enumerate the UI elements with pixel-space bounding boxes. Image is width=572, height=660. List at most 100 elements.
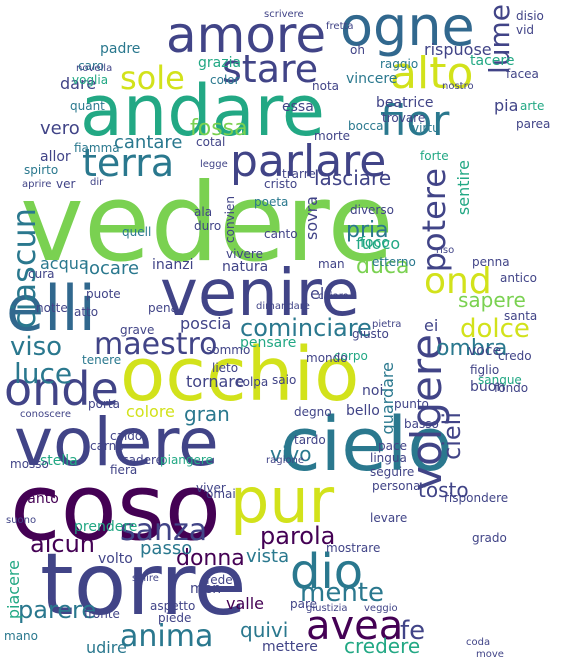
word-vivo: vivo [270, 442, 312, 466]
word-nostro: nostro [442, 81, 474, 92]
word-pena: pena [148, 301, 178, 315]
word-locare: locare [84, 258, 140, 279]
word-anima: anima [120, 619, 214, 654]
word-ragione: ragione [266, 455, 304, 466]
word-cura: cura [28, 267, 55, 281]
word-prendere: prendere [74, 519, 138, 535]
word-seguire: seguire [370, 465, 415, 479]
word-santo: santo [20, 491, 59, 507]
word-pia: pia [494, 96, 519, 115]
word-fe: fe [400, 616, 426, 646]
word-sanza: sanza [120, 513, 208, 548]
word-caro: caro [78, 59, 104, 73]
word-mente: mente [300, 578, 384, 608]
word-carne: carne [90, 439, 124, 453]
word-scrivere: scrivere [264, 9, 304, 20]
word-vero: vero [40, 118, 80, 139]
word-aprire: aprire [22, 179, 52, 190]
word-fede: fede [206, 573, 233, 587]
word-onde: onde [4, 362, 119, 416]
word-suono: suono [6, 515, 37, 526]
word-trarre: trarre [282, 167, 316, 181]
word-punto: punto [394, 397, 429, 411]
word-voglia: voglia [72, 73, 109, 87]
word-sapere: sapere [458, 288, 526, 312]
word-ei: ei [424, 316, 439, 335]
word-men: men [190, 581, 222, 597]
word-cadere: cadere [122, 453, 164, 467]
word-riso: riso [436, 245, 455, 256]
word-tosto: tosto [418, 478, 469, 502]
word-grave: grave [120, 323, 155, 337]
word-sentire: sentire [454, 160, 473, 216]
word-diverso: diverso [350, 203, 394, 217]
word-caldo: caldo [110, 429, 143, 443]
word-cotal: cotal [196, 135, 226, 149]
word-ond: ond [424, 261, 492, 302]
word-giusto: giusto [352, 327, 389, 341]
word-grazia: grazia [198, 55, 242, 71]
word-trovare: trovare [382, 111, 426, 125]
word-corpo: corpo [334, 349, 368, 363]
word-pace: pace [378, 439, 407, 453]
word-sovra: sovra [302, 196, 321, 240]
word-parere: parere [18, 596, 97, 624]
word-ala: ala [194, 205, 213, 219]
word-oh: oh [350, 43, 365, 57]
word-cielo: cielo [280, 402, 453, 488]
word-fior: fior [380, 96, 450, 145]
word-raggio: raggio [380, 57, 419, 71]
word-ombra: ombra [436, 336, 508, 361]
word-fuoco: fuoco [356, 234, 401, 253]
word-ogne: ogne [340, 0, 475, 58]
word-puote: puote [86, 287, 121, 301]
word-veggio: veggio [364, 603, 398, 614]
word-pria: pria [346, 218, 389, 243]
word-natura: natura [222, 259, 269, 275]
word-mosso: mosso [10, 457, 49, 471]
word-duro: duro [194, 219, 222, 233]
word-legge: legge [200, 159, 228, 170]
word-vedere: vedere [20, 161, 394, 286]
word-man: man [318, 257, 345, 271]
word-giustizia: giustizia [306, 603, 348, 614]
word-bello: bello [346, 403, 380, 419]
word-novella: novella [76, 63, 113, 74]
word-nota: nota [312, 79, 340, 93]
word-alcun: alcun [30, 530, 95, 558]
word-colpa: colpa [236, 375, 269, 389]
word-move: move [476, 649, 504, 660]
word-padre: padre [100, 41, 141, 57]
word-spirto: spirto [24, 163, 59, 177]
word-fossa: fossa [190, 116, 248, 141]
word-credere: credere [344, 634, 421, 658]
word-potere: potere [415, 168, 453, 273]
word-sole: sole [120, 59, 185, 97]
word-etterno: etterno [372, 255, 416, 269]
word-avea: avea [306, 603, 404, 649]
word-tardo: tardo [294, 433, 326, 447]
word-mano: mano [4, 629, 38, 643]
word-tacere: tacere [470, 53, 515, 69]
word-basso: basso [404, 417, 439, 431]
word-inanzi: inanzi [152, 257, 194, 273]
word-color: color [210, 73, 240, 87]
word-poeta: poeta [254, 195, 289, 209]
word-noi: noi [362, 383, 384, 399]
word-convien: convien [223, 196, 237, 243]
word-foco: foco [360, 235, 390, 251]
word-luce: luce [14, 357, 73, 390]
word-ver: ver [56, 177, 76, 191]
word-bocca: bocca [348, 119, 384, 133]
word-fiamma: fiamma [74, 141, 120, 155]
word-notte: notte [36, 301, 68, 315]
word-andare: andare [80, 70, 325, 152]
word-vincere: vincere [346, 71, 398, 87]
word-fiera: fiera [110, 463, 138, 477]
word-salire: salire [132, 573, 159, 584]
word-porta: porta [88, 397, 120, 411]
word-mostrare: mostrare [326, 541, 381, 555]
word-beatrice: beatrice [376, 95, 434, 111]
word-fretta: fretta [326, 21, 354, 32]
word-gran: gran [184, 402, 230, 426]
